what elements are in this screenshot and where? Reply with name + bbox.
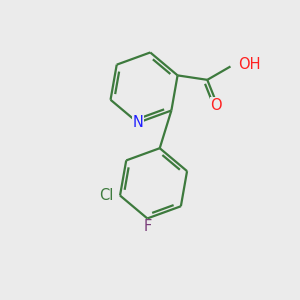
Text: OH: OH — [238, 58, 260, 73]
Text: F: F — [143, 219, 152, 234]
Text: N: N — [132, 115, 143, 130]
Text: Cl: Cl — [99, 188, 113, 203]
Text: O: O — [210, 98, 222, 113]
